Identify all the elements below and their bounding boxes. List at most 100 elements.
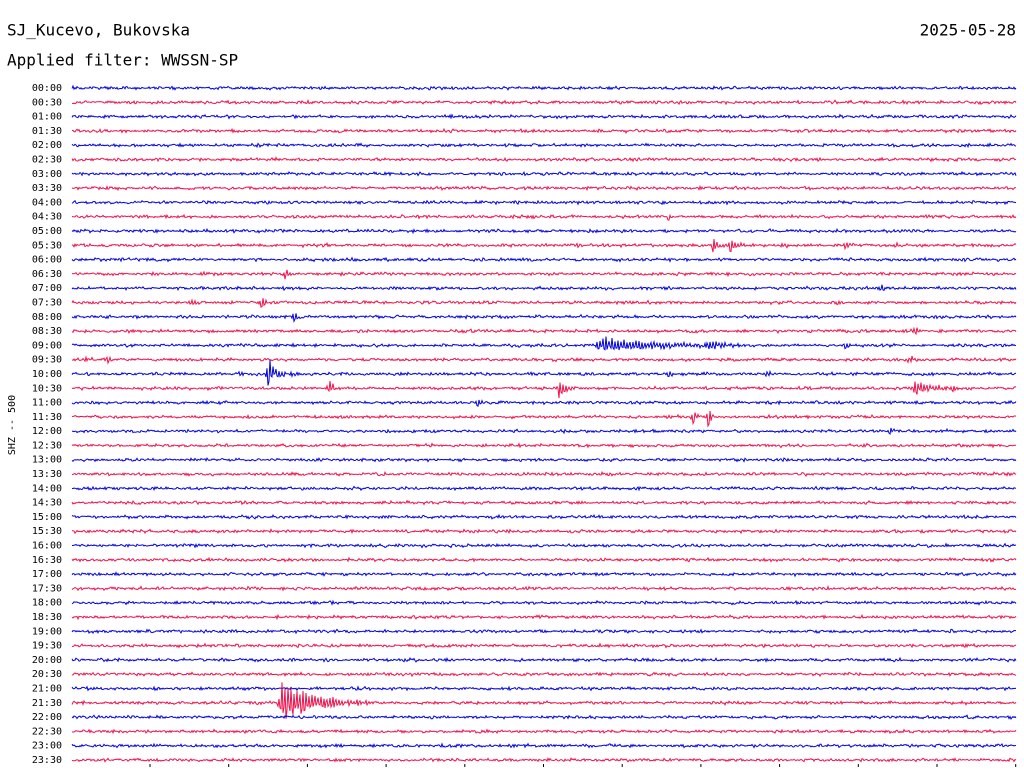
trace <box>71 427 1017 435</box>
trace <box>71 513 1017 520</box>
row-time-label: 15:30 <box>32 526 62 537</box>
trace <box>71 585 1017 592</box>
row-time-label: 06:30 <box>32 269 62 280</box>
trace <box>71 613 1017 621</box>
row-time-label: 02:00 <box>32 140 62 151</box>
row-time-label: 13:30 <box>32 469 62 480</box>
trace <box>71 113 1017 120</box>
trace <box>71 682 1017 719</box>
station-title: SJ_Kucevo, Bukovska <box>7 21 190 40</box>
row-time-label: 14:30 <box>32 498 62 509</box>
row-time-label: 12:30 <box>32 440 62 451</box>
row-time-label: 20:00 <box>32 655 62 666</box>
row-time-label: 22:00 <box>32 712 62 723</box>
row-time-label: 12:00 <box>32 426 62 437</box>
row-time-label: 08:00 <box>32 312 62 323</box>
row-time-label: 11:30 <box>32 412 62 423</box>
trace <box>71 757 1017 763</box>
trace <box>71 336 1017 351</box>
row-time-label: 05:00 <box>32 226 62 237</box>
row-time-label: 10:30 <box>32 383 62 394</box>
trace <box>71 284 1017 292</box>
row-time-label: 16:30 <box>32 555 62 566</box>
trace <box>71 184 1017 192</box>
row-time-label: 04:30 <box>32 212 62 223</box>
row-time-label: 01:00 <box>32 112 62 123</box>
row-time-label: 15:00 <box>32 512 62 523</box>
trace <box>72 542 1016 549</box>
trace <box>71 642 1017 649</box>
filter-label: Applied filter: WWSSN-SP <box>7 51 238 70</box>
trace <box>71 359 1017 386</box>
row-time-label: 03:30 <box>32 183 62 194</box>
trace <box>71 98 1017 106</box>
trace <box>71 656 1017 663</box>
row-time-label: 20:30 <box>32 669 62 680</box>
row-time-label: 23:00 <box>32 741 62 752</box>
date: 2025-05-28 <box>920 21 1016 40</box>
row-time-label: 14:00 <box>32 483 62 494</box>
trace <box>71 355 1017 365</box>
row-time-label: 02:30 <box>32 154 62 165</box>
trace <box>71 599 1017 606</box>
row-time-label: 17:00 <box>32 569 62 580</box>
trace <box>71 298 1017 308</box>
trace <box>71 213 1017 221</box>
row-time-label: 07:00 <box>32 283 62 294</box>
row-time-label: 11:00 <box>32 398 62 409</box>
row-time-label: 09:00 <box>32 340 62 351</box>
trace <box>71 456 1017 463</box>
trace <box>71 742 1017 749</box>
row-time-label: 13:00 <box>32 455 62 466</box>
row-time-label: 18:00 <box>32 598 62 609</box>
row-time-label: 19:00 <box>32 626 62 637</box>
trace <box>71 685 1017 692</box>
y-axis-label: SHZ -- 500 <box>7 395 18 455</box>
trace <box>71 528 1017 535</box>
trace <box>71 485 1017 492</box>
trace <box>71 399 1017 407</box>
trace <box>71 170 1017 177</box>
row-time-label: 18:30 <box>32 612 62 623</box>
trace <box>71 499 1017 506</box>
trace <box>71 556 1017 563</box>
row-time-label: 21:00 <box>32 684 62 695</box>
row-time-label: 00:00 <box>32 83 62 94</box>
trace <box>71 671 1017 678</box>
trace <box>71 410 1017 428</box>
trace <box>71 256 1017 263</box>
trace <box>71 227 1017 235</box>
row-time-label: 09:30 <box>32 355 62 366</box>
row-time-label: 19:30 <box>32 641 62 652</box>
trace <box>72 728 1017 735</box>
trace <box>71 326 1017 336</box>
row-time-label: 07:30 <box>32 297 62 308</box>
row-time-label: 22:30 <box>32 726 62 737</box>
trace <box>71 313 1017 324</box>
row-time-label: 06:00 <box>32 255 62 266</box>
row-time-label: 00:30 <box>32 97 62 108</box>
row-time-label: 01:30 <box>32 126 62 137</box>
trace <box>71 269 1017 280</box>
row-time-label: 05:30 <box>32 240 62 251</box>
row-time-label: 23:30 <box>32 755 62 766</box>
row-time-label: 17:30 <box>32 583 62 594</box>
trace <box>71 470 1017 477</box>
trace <box>71 442 1016 449</box>
trace <box>71 142 1017 149</box>
trace <box>71 714 1017 721</box>
trace <box>71 380 1017 399</box>
trace <box>71 156 1017 163</box>
trace <box>71 199 1017 206</box>
row-time-label: 10:00 <box>32 369 62 380</box>
trace <box>71 84 1017 91</box>
row-time-label: 21:30 <box>32 698 62 709</box>
row-time-label: 16:00 <box>32 541 62 552</box>
row-time-label: 04:00 <box>32 197 62 208</box>
trace <box>71 239 1017 253</box>
row-time-label: 03:00 <box>32 169 62 180</box>
trace <box>71 628 1016 635</box>
trace <box>71 571 1017 578</box>
trace <box>71 127 1017 135</box>
